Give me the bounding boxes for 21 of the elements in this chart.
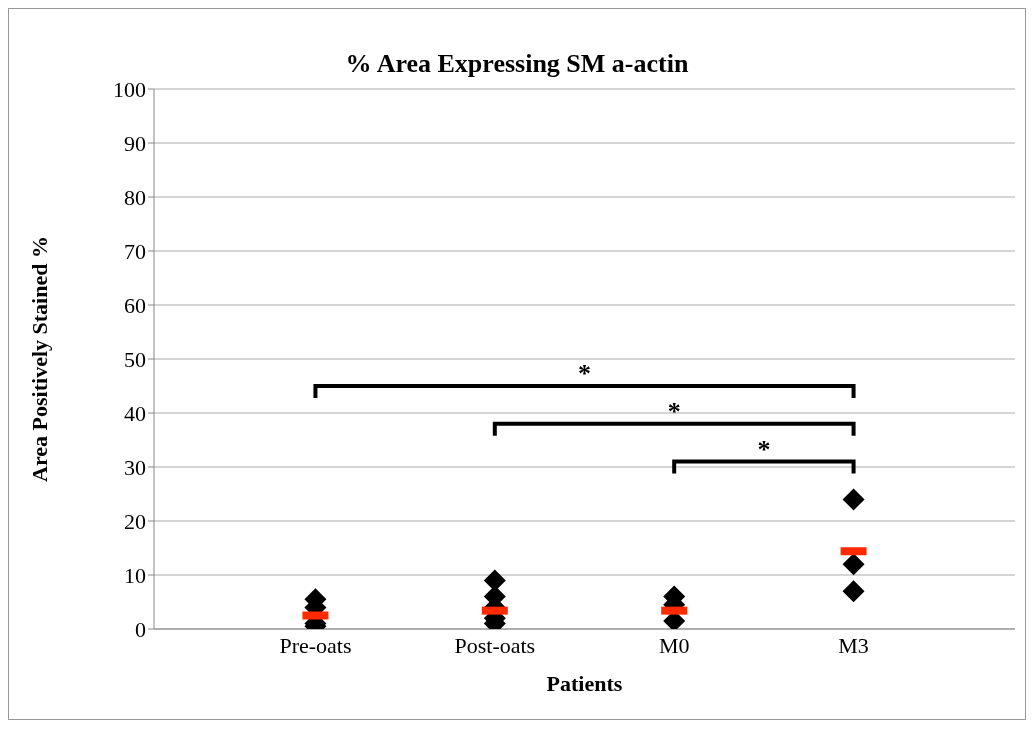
x-tick-label: Pre-oats	[279, 632, 352, 658]
y-tick-label: 100	[113, 76, 146, 102]
y-tick-label: 60	[124, 292, 146, 318]
y-tick-label: 80	[124, 184, 146, 210]
y-tick-label: 70	[124, 238, 146, 264]
y-tick-label: 30	[124, 454, 146, 480]
y-tick-label: 10	[124, 562, 146, 588]
annotation: *	[578, 359, 591, 388]
y-tick-label: 90	[124, 130, 146, 156]
y-axis-title: Area Positively Stained %	[26, 236, 52, 482]
chart-title: % Area Expressing SM a-actin	[345, 49, 689, 78]
x-axis-title: Patients	[546, 671, 623, 696]
annotation: *	[667, 396, 681, 426]
x-tick-label: M0	[658, 632, 690, 658]
y-tick-label: 40	[124, 400, 146, 426]
x-tick-label: Post-oats	[454, 632, 536, 658]
x-tick-label: M3	[838, 632, 869, 658]
y-tick-label: 50	[124, 346, 146, 372]
y-tick-label: 0	[135, 616, 146, 642]
y-tick-label: 20	[124, 508, 146, 534]
annotation: *	[757, 434, 771, 464]
